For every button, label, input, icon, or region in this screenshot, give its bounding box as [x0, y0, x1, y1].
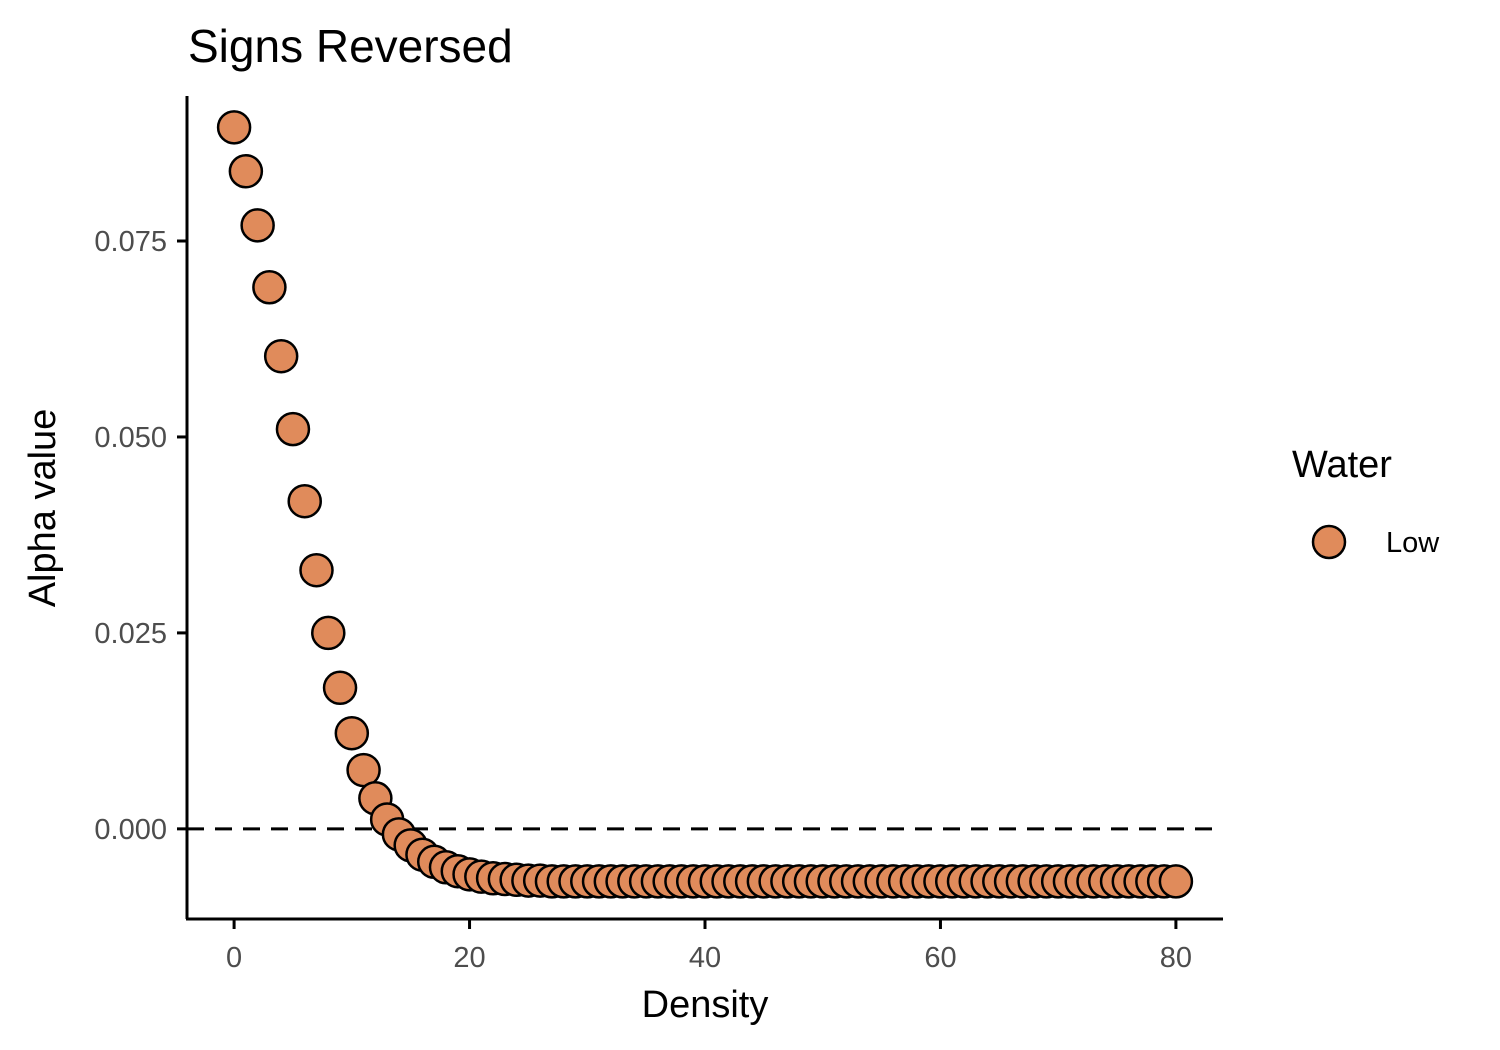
y-tick-label: 0.050: [94, 422, 167, 454]
y-axis-title: Alpha value: [22, 409, 64, 608]
y-axis-ticks: 0.000 0.025 0.050 0.075: [94, 226, 187, 846]
data-point: [228, 153, 264, 189]
x-tick-label: 20: [453, 942, 485, 974]
legend-title: Water: [1292, 444, 1392, 486]
data-point: [216, 110, 252, 145]
data-point: [311, 615, 346, 651]
y-tick-label: 0.000: [94, 814, 167, 846]
data-point: [263, 338, 299, 374]
y-tick-label: 0.025: [94, 618, 167, 650]
x-tick-label: 80: [1160, 942, 1192, 974]
data-point: [240, 208, 275, 243]
x-axis-ticks: 0 20 40 60 80: [226, 919, 1192, 974]
data-point: [299, 552, 334, 588]
legend: Water Low: [1292, 444, 1440, 560]
data-point: [322, 670, 358, 706]
legend-swatch-low: [1311, 524, 1347, 560]
data-points: [216, 110, 1194, 899]
data-point: [1158, 864, 1194, 899]
data-point: [334, 715, 370, 751]
legend-label-low: Low: [1386, 527, 1440, 559]
data-point: [275, 411, 311, 447]
data-point: [287, 483, 322, 519]
x-axis-title: Density: [642, 984, 769, 1026]
x-tick-label: 0: [226, 942, 242, 974]
y-tick-label: 0.075: [94, 226, 167, 258]
chart-title: Signs Reversed: [188, 20, 513, 72]
x-tick-label: 40: [689, 942, 721, 974]
x-tick-label: 60: [924, 942, 956, 974]
data-point: [252, 269, 287, 305]
